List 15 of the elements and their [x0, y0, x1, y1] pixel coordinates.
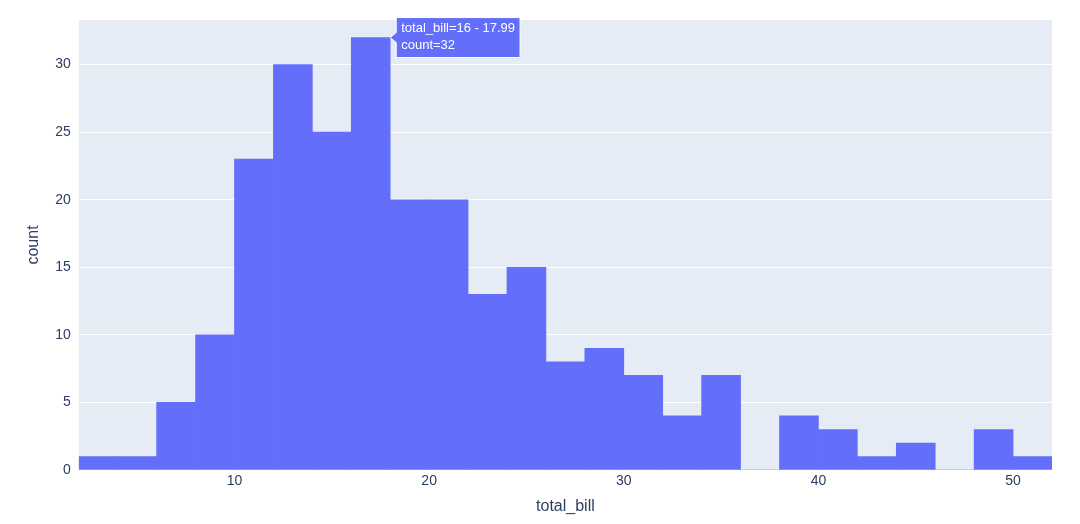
y-tick-label: 10 — [55, 325, 71, 342]
y-tick-label: 15 — [55, 258, 71, 275]
y-axis-title: count — [24, 224, 42, 265]
annotation: total_bill=16 - 17.99 count=32 — [401, 19, 516, 52]
x-axis-title: total_bill — [536, 496, 595, 515]
x-tick-label: 50 — [1005, 472, 1022, 489]
y-tick-label: 0 — [62, 460, 71, 477]
x-tick-label: 40 — [810, 472, 827, 489]
x-tick-label: 20 — [421, 472, 438, 489]
x-tick-label: 10 — [226, 472, 243, 489]
y-tick-label: 5 — [62, 393, 71, 410]
y-tick-label: 30 — [55, 55, 71, 72]
y-tick-label: 25 — [55, 123, 71, 140]
y-tick-label: 20 — [55, 190, 71, 207]
x-tick-label: 30 — [615, 472, 632, 489]
